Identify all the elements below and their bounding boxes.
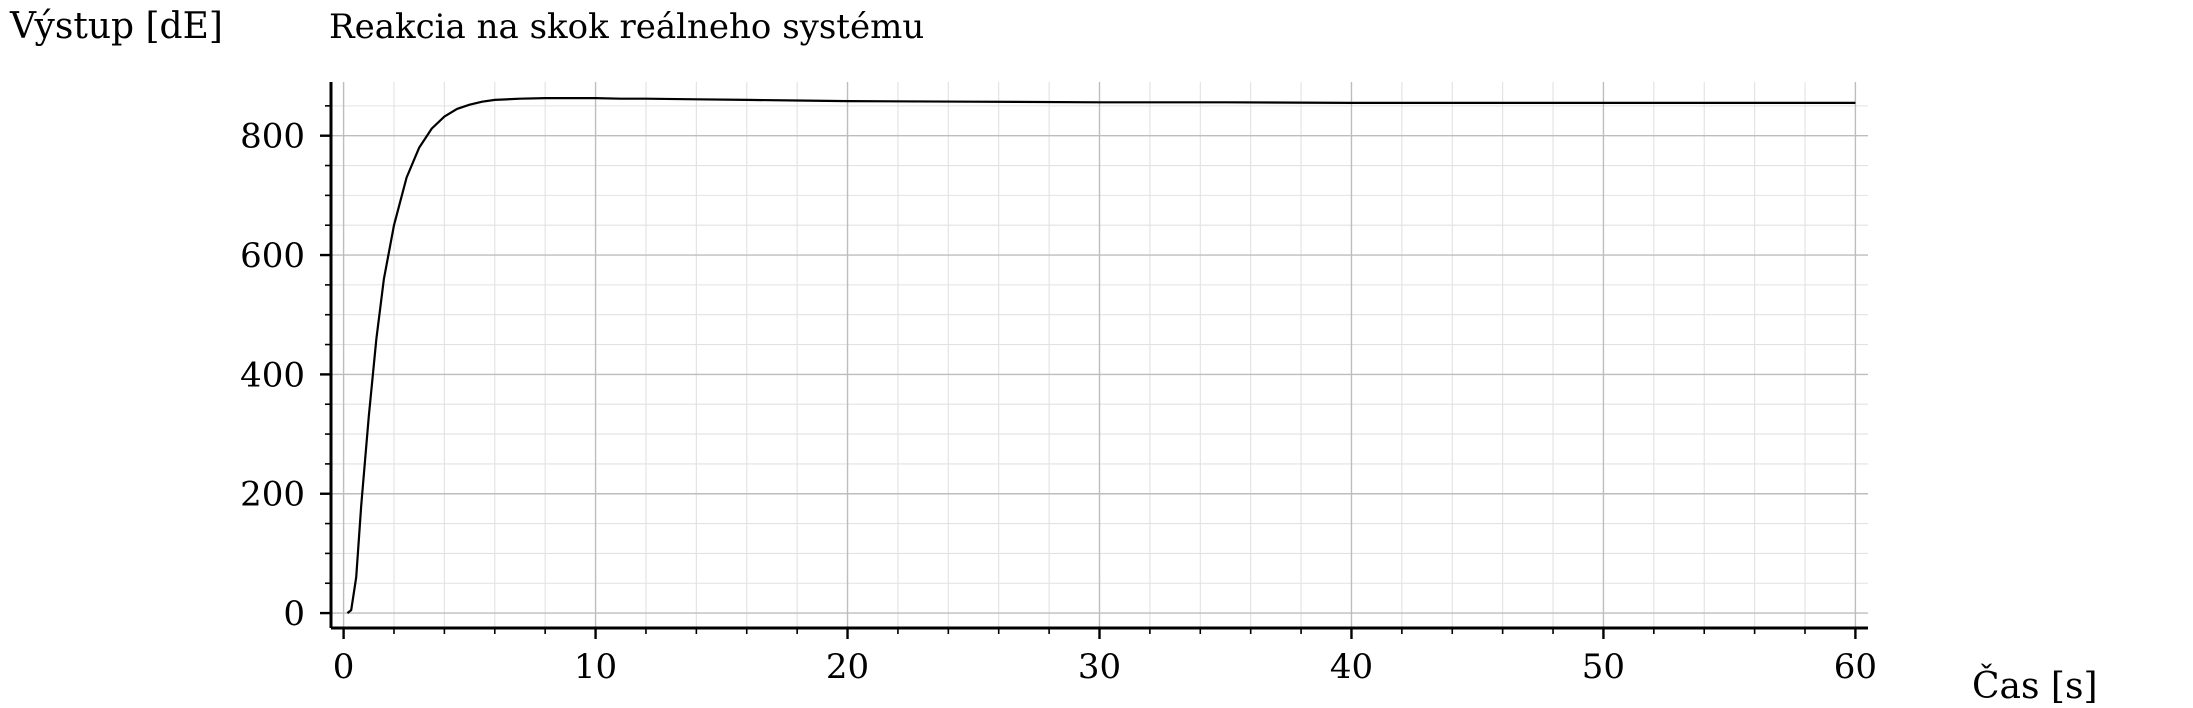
x-tick-label: 20 <box>826 647 869 687</box>
y-tick-label: 400 <box>240 355 305 395</box>
y-tick-label: 600 <box>240 236 305 276</box>
x-tick-label: 60 <box>1834 647 1877 687</box>
chart-title: Reakcia na skok reálneho systému <box>329 7 924 47</box>
x-tick-label: 30 <box>1078 647 1121 687</box>
grid <box>331 82 1868 628</box>
y-axis-label: Výstup [dE] <box>9 6 223 47</box>
x-tick-label: 40 <box>1330 647 1373 687</box>
x-tick-label: 50 <box>1582 647 1625 687</box>
x-tick-label: 10 <box>574 647 617 687</box>
axes <box>320 82 1868 639</box>
y-tick-label: 800 <box>240 117 305 157</box>
y-tick-label: 0 <box>283 594 305 634</box>
series-layer <box>346 96 1856 614</box>
series-line <box>346 96 1856 614</box>
x-axis-label: Čas [s] <box>1972 665 2098 707</box>
y-tick-label: 200 <box>240 475 305 515</box>
x-tick-label: 0 <box>333 647 355 687</box>
